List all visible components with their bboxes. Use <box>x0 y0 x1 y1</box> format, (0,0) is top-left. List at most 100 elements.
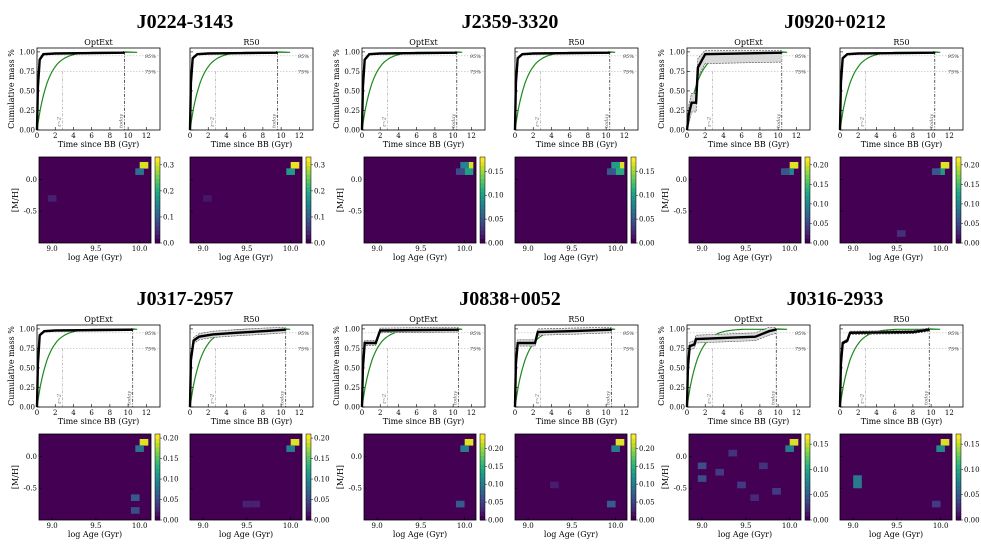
colorbar-segment <box>956 446 961 452</box>
colorbar-segment <box>480 174 485 179</box>
colorbar-segment <box>480 511 485 517</box>
panel-subtitle: OptExt <box>734 38 763 47</box>
x-axis-label: Time since BB (Gyr) <box>536 140 618 149</box>
colorbar-tick-label: 0.05 <box>163 496 179 504</box>
x-tick-label: 9.5 <box>566 522 577 530</box>
panel-subtitle: OptExt <box>734 315 763 324</box>
x-tick-label: 6 <box>892 132 897 140</box>
colorbar-segment <box>956 477 961 482</box>
colorbar-segment <box>956 230 961 235</box>
colorbar-frame <box>479 433 486 521</box>
x-tick-label: 4 <box>71 409 76 417</box>
axes-frame <box>686 47 811 131</box>
colorbar-segment <box>480 481 485 487</box>
reference-label: 75% <box>623 69 634 75</box>
y-tick-label: 1.00 <box>669 48 685 56</box>
x-axis-label: Time since BB (Gyr) <box>211 140 293 149</box>
x-tick-label: 9.5 <box>90 245 101 253</box>
colorbar-segment <box>956 464 961 469</box>
x-tick-label: 0 <box>513 132 517 140</box>
axes-frame <box>189 433 303 521</box>
x-tick-label: 9.5 <box>415 522 426 530</box>
map-cell <box>460 445 469 452</box>
colorbar-segment <box>631 187 636 192</box>
galaxy-block: J0224-3143 <box>137 11 234 33</box>
colorbar-segment <box>155 187 160 192</box>
colorbar-segment <box>956 195 961 201</box>
colorbar-segment <box>956 174 961 179</box>
y-axis-label: Cumulative mass % <box>332 326 341 406</box>
map-cell <box>940 161 950 169</box>
galaxy-block: J0920+0212 <box>784 11 885 33</box>
redshift-label: z~2 <box>382 394 388 405</box>
colorbar-tick-label: 0.00 <box>964 517 980 525</box>
panel-subtitle: OptExt <box>84 315 113 324</box>
y-tick-label: 0.75 <box>669 68 685 76</box>
colorbar-segment <box>306 494 311 499</box>
colorbar-segment <box>956 200 961 205</box>
colorbar-segment <box>155 451 160 456</box>
colorbar-segment <box>631 459 636 465</box>
colorbar-segment <box>155 161 160 167</box>
model-curve <box>36 328 138 408</box>
colorbar-segment <box>956 507 961 512</box>
cumulative-mass-line <box>35 51 126 131</box>
map-cell <box>785 168 794 175</box>
colorbar-segment <box>306 165 311 171</box>
colorbar-segment <box>631 507 636 512</box>
map-cell <box>789 161 799 169</box>
colorbar-segment <box>631 485 636 491</box>
colorbar-tick-label: 0.10 <box>314 476 330 484</box>
x-tick-label: 12 <box>142 132 151 140</box>
y-tick-label: 0.00 <box>344 127 360 135</box>
x-tick-label: 2 <box>206 132 210 140</box>
x-tick-label: 12 <box>142 409 151 417</box>
x-tick-label: 10 <box>927 132 936 140</box>
reference-label: 75% <box>795 346 806 352</box>
axes-frame <box>361 324 486 408</box>
panel-subtitle: R50 <box>893 315 909 324</box>
colorbar-segment <box>805 464 810 469</box>
colorbar-segment <box>805 178 810 184</box>
x-tick-label: 4 <box>874 409 879 417</box>
y-tick-label: 0.25 <box>344 384 360 392</box>
colorbar-segment <box>480 472 485 478</box>
colorbar-segment <box>956 438 961 444</box>
x-tick-label: 8 <box>758 409 762 417</box>
colorbar-segment <box>155 489 160 495</box>
panel-subtitle: OptExt <box>84 38 113 47</box>
x-tick-label: 0 <box>35 409 39 417</box>
colorbar-segment <box>480 191 485 197</box>
colorbar-segment <box>805 494 810 499</box>
colorbar-segment <box>480 200 485 205</box>
colorbar-tick-label: 0.15 <box>813 181 829 189</box>
colorbar-segment <box>306 230 311 235</box>
axes-frame <box>36 47 161 131</box>
map-background <box>39 434 151 520</box>
colorbar-tick-label: 0.1 <box>314 213 325 221</box>
colorbar-segment <box>155 481 160 487</box>
lower-bound-line <box>839 330 930 408</box>
map-cell <box>286 168 295 175</box>
colorbar-segment <box>805 212 810 218</box>
colorbar-segment <box>631 161 636 167</box>
y-tick-label: 0.00 <box>669 127 685 135</box>
reference-label: 95% <box>470 54 481 60</box>
colorbar-tick-label: 0.20 <box>964 161 980 169</box>
x-tick-label: 2 <box>53 409 57 417</box>
colorbar-segment <box>805 225 810 231</box>
colorbar-segment <box>631 238 636 244</box>
x-tick-label: 9.0 <box>372 245 383 253</box>
x-tick-label: 6 <box>739 132 744 140</box>
colorbar-tick-label: 0.15 <box>488 168 504 176</box>
colorbar-tick-label: 0.10 <box>813 200 829 208</box>
redshift-label: z~2 <box>382 117 388 128</box>
redshift-label: z~2 <box>210 394 216 405</box>
redshift-label: z~2 <box>57 117 63 128</box>
map-cell <box>290 438 300 446</box>
y-tick-label: 0.0 <box>26 453 37 461</box>
map-cell <box>931 500 941 508</box>
x-tick-label: 9.0 <box>198 522 209 530</box>
x-tick-label: 6 <box>242 409 247 417</box>
